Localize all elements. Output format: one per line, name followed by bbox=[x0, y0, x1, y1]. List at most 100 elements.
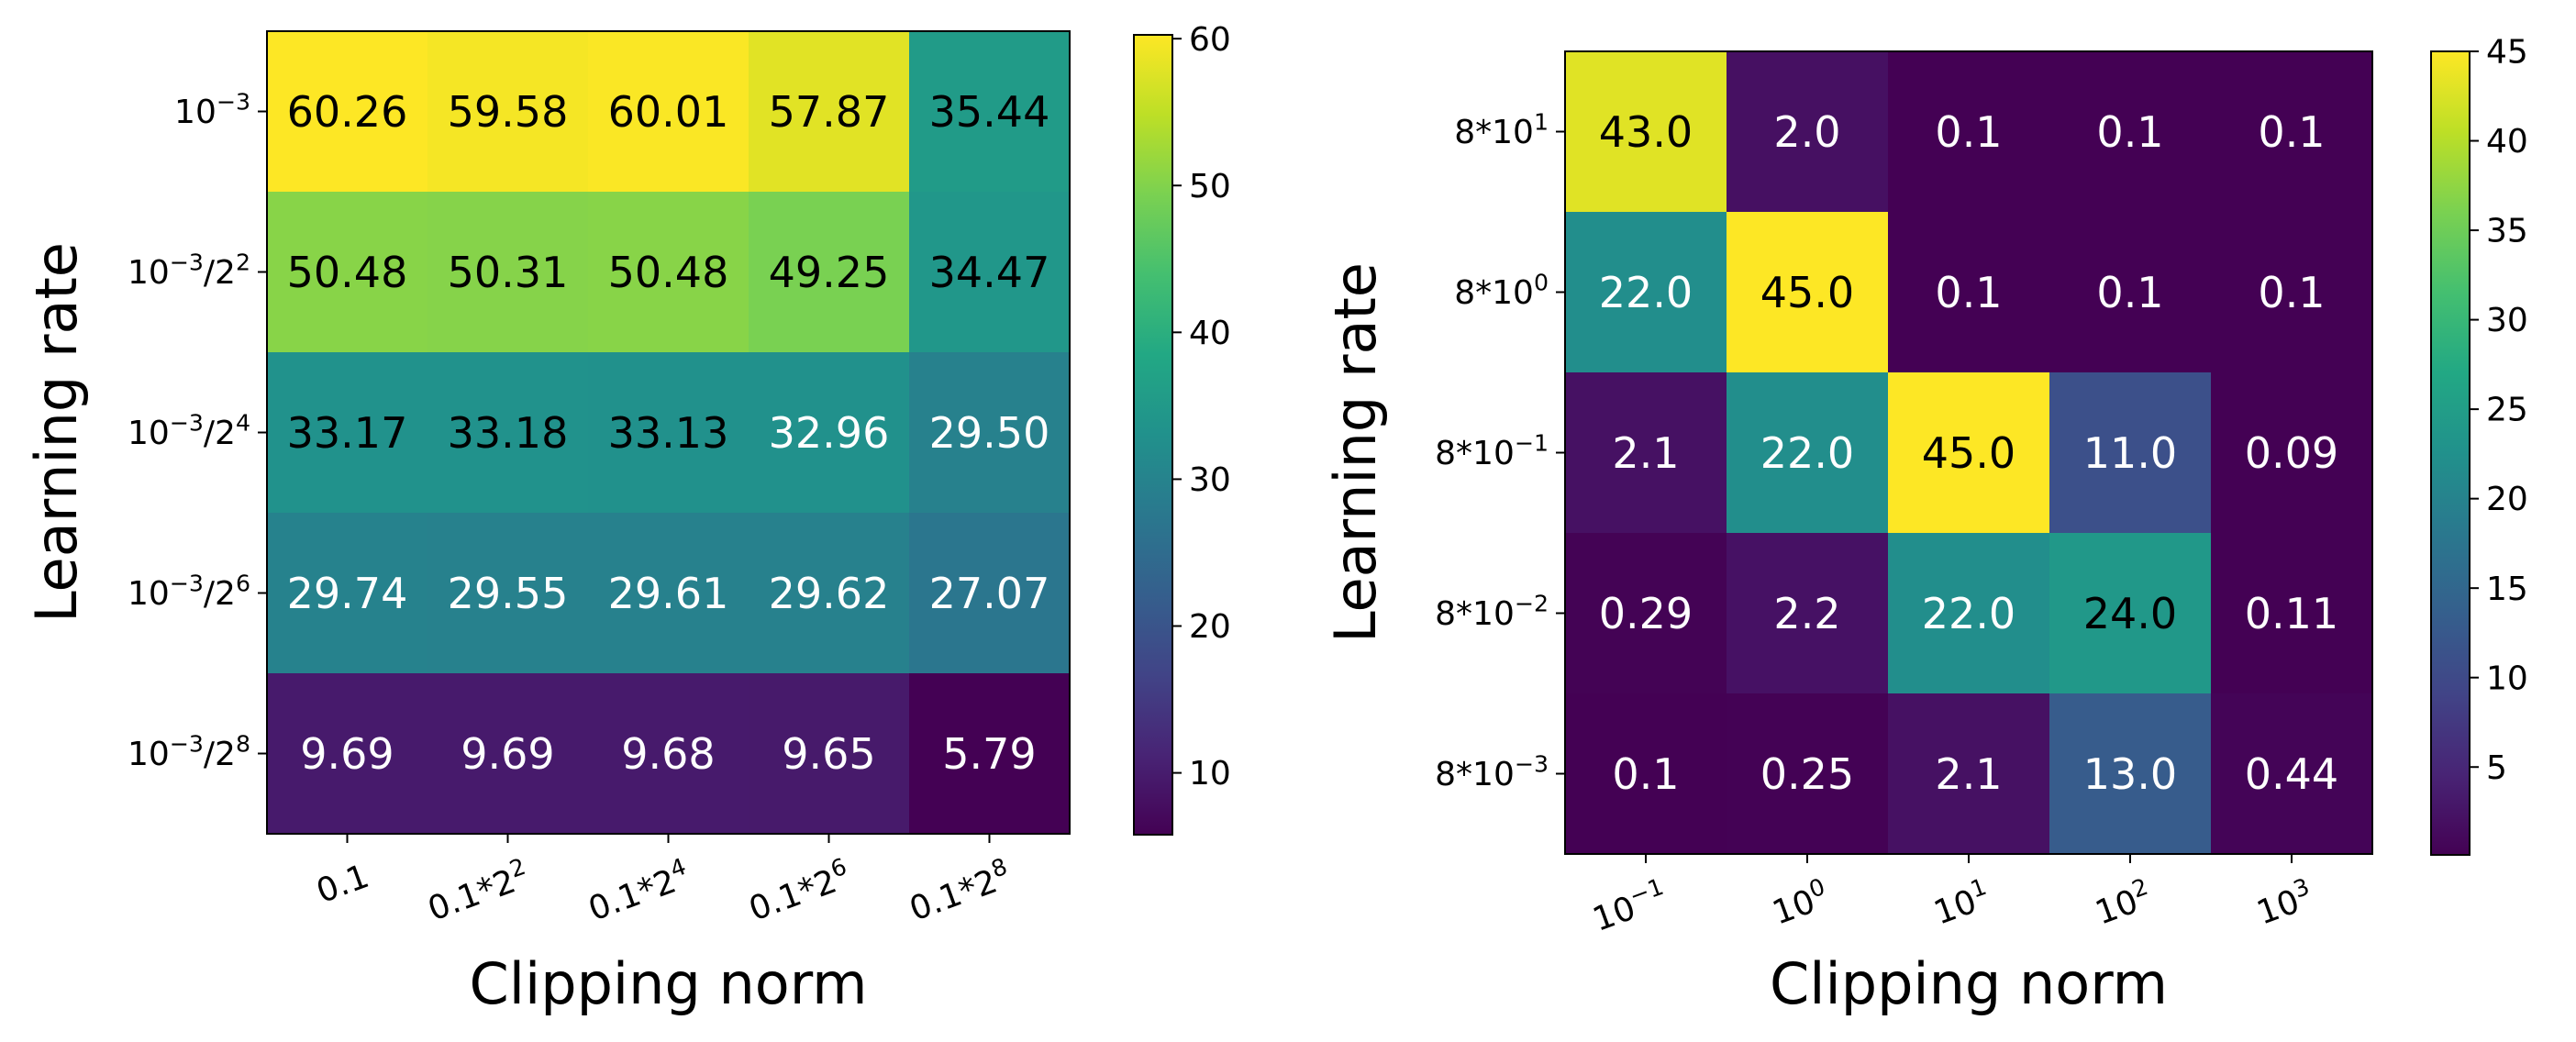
heatmap-cell bbox=[588, 513, 749, 674]
heatmap-cell bbox=[1565, 372, 1727, 534]
heatmap-cell bbox=[588, 192, 749, 353]
cell-value-label: 29.55 bbox=[448, 569, 569, 618]
colorbar-tick-label: 15 bbox=[2486, 571, 2528, 608]
cell-value-label: 59.58 bbox=[448, 87, 569, 137]
heatmap-cell bbox=[427, 352, 589, 514]
cell-value-label: 0.1 bbox=[1935, 268, 2002, 317]
y-axis-label: Learning rate bbox=[1322, 262, 1389, 643]
cell-value-label: 27.07 bbox=[929, 569, 1050, 618]
cell-value-label: 0.1 bbox=[2258, 107, 2325, 157]
colorbar-tick-label: 25 bbox=[2486, 392, 2528, 429]
cell-value-label: 33.17 bbox=[287, 408, 408, 458]
heatmap-cell bbox=[909, 31, 1071, 193]
y-tick-label: 8*10−2 bbox=[1435, 591, 1549, 633]
heatmap-cell bbox=[588, 673, 749, 835]
cell-value-label: 29.50 bbox=[929, 408, 1050, 458]
y-tick-label: 8*10−1 bbox=[1435, 430, 1549, 472]
cell-value-label: 0.11 bbox=[2245, 589, 2338, 638]
heatmap-cell bbox=[267, 352, 428, 514]
heatmap-cell bbox=[1727, 51, 1889, 213]
heatmap-cell bbox=[749, 513, 910, 674]
heatmap-cell bbox=[909, 513, 1071, 674]
y-tick-label: 10−3/28 bbox=[128, 731, 250, 773]
colorbar bbox=[1133, 34, 1173, 836]
heatmap-cell bbox=[1888, 533, 2050, 694]
cell-value-label: 0.1 bbox=[1935, 107, 2002, 157]
heatmap-cell bbox=[909, 673, 1071, 835]
cell-value-label: 2.0 bbox=[1773, 107, 1840, 157]
x-axis-label: Clipping norm bbox=[1770, 950, 2168, 1017]
colorbar-tick-label: 5 bbox=[2486, 749, 2507, 787]
heatmap-cell bbox=[1565, 533, 1727, 694]
x-tick-label: 103 bbox=[2250, 873, 2318, 933]
x-axis-label: Clipping norm bbox=[469, 950, 867, 1017]
heatmap-cell bbox=[1565, 212, 1727, 373]
cell-value-label: 9.65 bbox=[782, 729, 875, 779]
colorbar-tick-label: 45 bbox=[2486, 34, 2528, 72]
cell-value-label: 35.44 bbox=[929, 87, 1050, 137]
heatmap-cell bbox=[909, 192, 1071, 353]
cell-value-label: 5.79 bbox=[942, 729, 1036, 779]
heatmap-cell bbox=[267, 192, 428, 353]
cell-value-label: 0.1 bbox=[2258, 268, 2325, 317]
cell-value-label: 2.2 bbox=[1773, 589, 1840, 638]
cell-value-label: 33.18 bbox=[448, 408, 569, 458]
colorbar-tick-label: 35 bbox=[2486, 213, 2528, 250]
cell-value-label: 60.26 bbox=[287, 87, 408, 137]
cell-value-label: 9.69 bbox=[300, 729, 394, 779]
heatmap-cell bbox=[1888, 372, 2050, 534]
cell-value-label: 9.68 bbox=[621, 729, 715, 779]
cell-value-label: 50.48 bbox=[608, 248, 729, 297]
cell-value-label: 49.25 bbox=[769, 248, 890, 297]
y-tick-label: 8*101 bbox=[1454, 109, 1549, 151]
cell-value-label: 29.62 bbox=[769, 569, 890, 618]
x-tick-label: 102 bbox=[2089, 873, 2157, 933]
heatmap-cell bbox=[427, 31, 589, 193]
cell-value-label: 32.96 bbox=[769, 408, 890, 458]
colorbar-tick-label: 20 bbox=[1189, 608, 1231, 646]
heatmap-cell bbox=[749, 673, 910, 835]
heatmap-cell bbox=[749, 192, 910, 353]
cell-value-label: 60.01 bbox=[608, 87, 729, 137]
heatmap-cell bbox=[1727, 693, 1889, 855]
heatmap-cell bbox=[2211, 693, 2373, 855]
heatmap-cell bbox=[2211, 372, 2373, 534]
heatmap-cell bbox=[749, 31, 910, 193]
heatmap-cell bbox=[2211, 533, 2373, 694]
colorbar-tick-label: 40 bbox=[2486, 123, 2528, 161]
x-tick-label: 0.1*28 bbox=[903, 853, 1016, 929]
heatmap-cell bbox=[427, 673, 589, 835]
cell-value-label: 24.0 bbox=[2083, 589, 2177, 638]
x-tick-label: 0.1 bbox=[312, 858, 374, 911]
cell-value-label: 29.61 bbox=[608, 569, 729, 618]
heatmap-cell bbox=[267, 673, 428, 835]
cell-value-label: 43.0 bbox=[1599, 107, 1693, 157]
y-tick-label: 8*100 bbox=[1454, 270, 1549, 312]
cell-value-label: 0.25 bbox=[1760, 749, 1854, 799]
heatmap-cell bbox=[1888, 212, 2050, 373]
heatmap-cell bbox=[588, 31, 749, 193]
heatmap-cell bbox=[1727, 372, 1889, 534]
heatmap-cell bbox=[2211, 51, 2373, 213]
cell-value-label: 57.87 bbox=[769, 87, 890, 137]
colorbar-tick-label: 30 bbox=[1189, 461, 1231, 499]
heatmap-cell bbox=[1888, 51, 2050, 213]
cell-value-label: 0.44 bbox=[2245, 749, 2338, 799]
heatmap-cell bbox=[427, 192, 589, 353]
heatmap-cell bbox=[267, 31, 428, 193]
x-tick-label: 100 bbox=[1766, 873, 1834, 933]
x-tick-label: 0.1*26 bbox=[742, 853, 855, 929]
cell-value-label: 45.0 bbox=[1760, 268, 1854, 317]
heatmap-cell bbox=[1888, 693, 2050, 855]
colorbar-tick-label: 30 bbox=[2486, 302, 2528, 339]
y-axis-label: Learning rate bbox=[23, 242, 90, 623]
heatmap-cell bbox=[427, 513, 589, 674]
x-tick-label: 0.1*24 bbox=[582, 853, 694, 929]
cell-value-label: 50.31 bbox=[448, 248, 569, 297]
y-tick-label: 10−3/26 bbox=[128, 571, 250, 613]
cell-value-label: 50.48 bbox=[287, 248, 408, 297]
x-tick-label: 0.1*22 bbox=[421, 853, 534, 929]
x-tick-label: 10−1 bbox=[1586, 873, 1672, 939]
y-tick-label: 8*10−3 bbox=[1435, 751, 1549, 793]
